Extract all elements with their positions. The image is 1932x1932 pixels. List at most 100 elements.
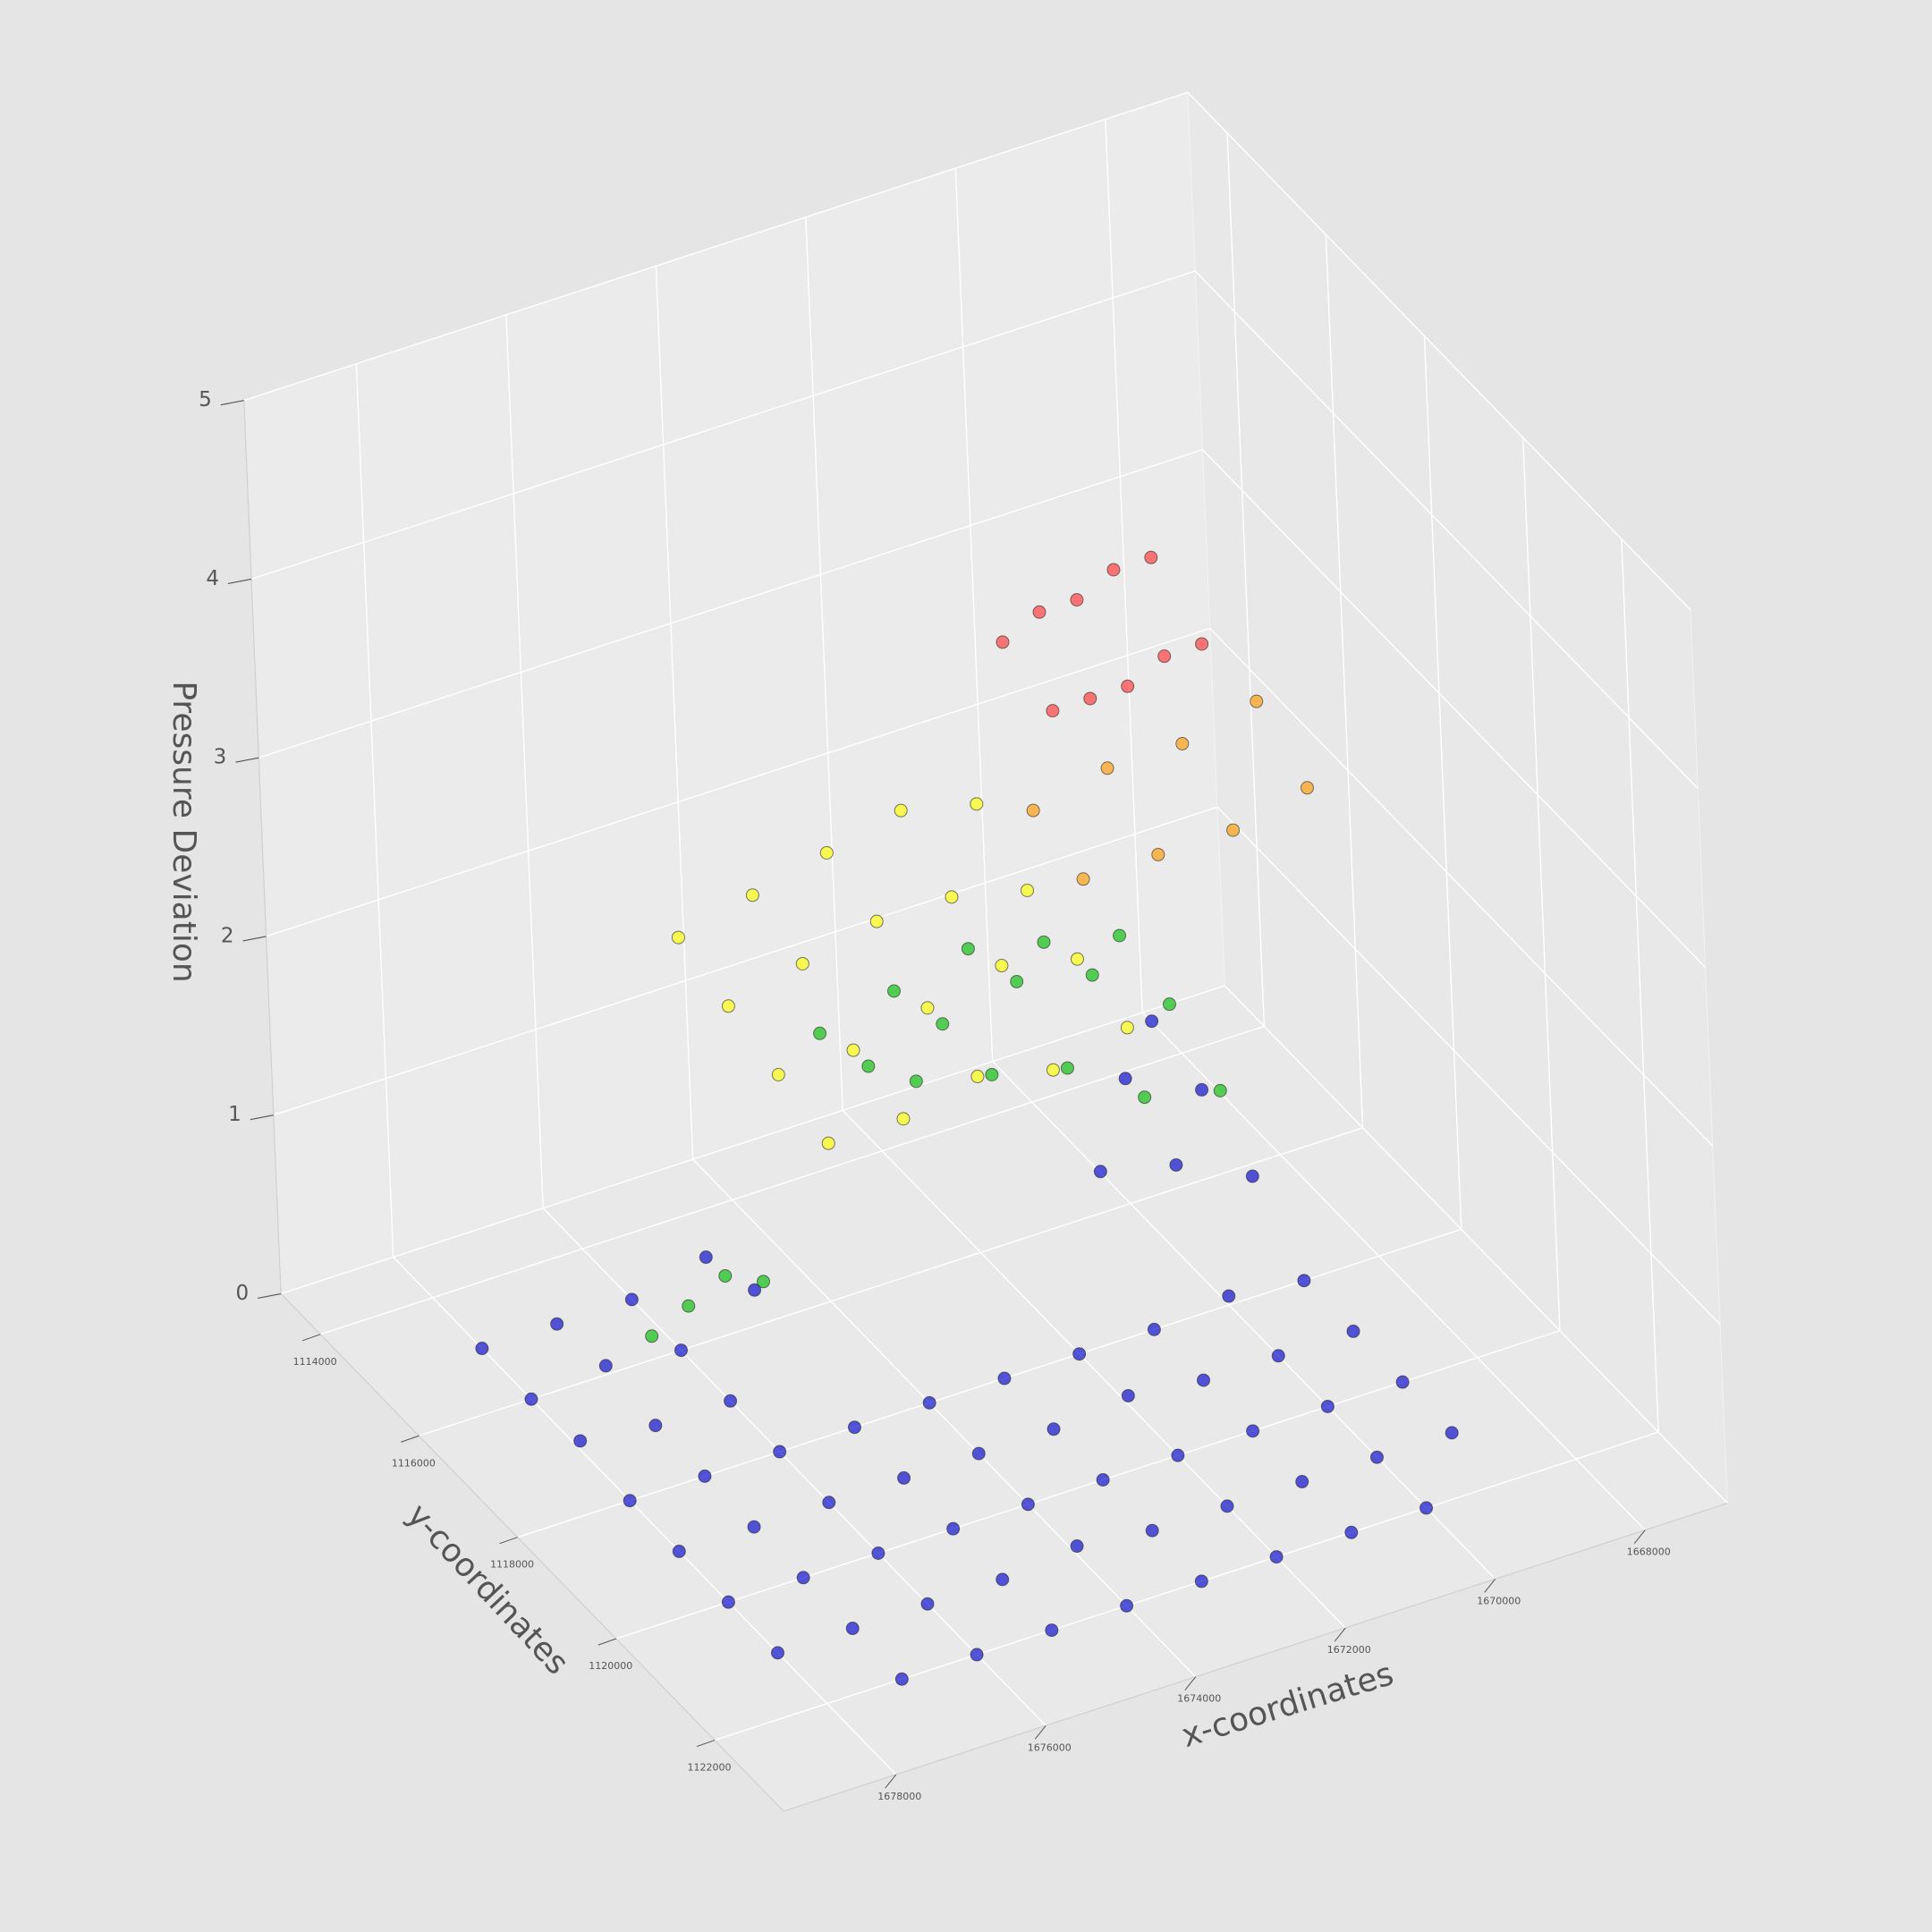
node [718, 1268, 733, 1283]
grid-line [393, 1256, 897, 1775]
node [936, 1017, 950, 1031]
x-tick [1633, 1530, 1646, 1544]
node [773, 1445, 787, 1459]
node [1157, 649, 1172, 664]
node [747, 1520, 761, 1534]
node [573, 1434, 588, 1448]
z-tick-label: 0 [235, 1282, 249, 1305]
node [671, 930, 685, 945]
node [869, 914, 884, 928]
grid-line [1226, 132, 1266, 1027]
grid-line [1141, 1012, 1646, 1531]
node [672, 1544, 686, 1558]
node [699, 1250, 713, 1265]
node [745, 888, 759, 902]
node [996, 1572, 1010, 1587]
grid-line [992, 1061, 1496, 1580]
grid-line [1105, 119, 1143, 1013]
node [1093, 1165, 1107, 1179]
node [1222, 1289, 1236, 1303]
node [896, 1112, 911, 1126]
x-tick-label: 1676000 [1028, 1741, 1072, 1753]
grid-line [542, 1208, 1046, 1726]
node [1144, 550, 1158, 564]
node [822, 1496, 836, 1510]
node [721, 999, 735, 1013]
node [550, 1317, 564, 1331]
node [1046, 1422, 1061, 1436]
node [1250, 694, 1264, 708]
node [1138, 1090, 1152, 1105]
node [813, 1026, 827, 1040]
node [1162, 997, 1176, 1012]
grid-line [842, 1109, 1346, 1629]
node [1037, 935, 1051, 949]
z-tick [257, 1292, 282, 1300]
node [845, 1622, 860, 1636]
x-tick [1034, 1725, 1046, 1740]
grid-line [1201, 449, 1707, 968]
node [1175, 736, 1190, 750]
axis-line [783, 1503, 1728, 1812]
x-tick-label: 1674000 [1177, 1693, 1221, 1705]
node [796, 1571, 810, 1585]
node [1226, 823, 1241, 837]
node [1445, 1426, 1459, 1440]
node [909, 1074, 923, 1089]
grid-line [1423, 335, 1462, 1230]
node [1169, 1157, 1183, 1172]
grid-line [250, 270, 1196, 580]
node [1120, 1021, 1134, 1035]
node [756, 1275, 770, 1289]
node [1021, 883, 1035, 897]
node [1145, 1014, 1159, 1029]
node [846, 1043, 860, 1057]
node [1100, 761, 1114, 775]
node [1269, 1550, 1284, 1564]
node [1419, 1501, 1434, 1515]
grid-line [243, 91, 1189, 402]
node [997, 1371, 1012, 1385]
node [961, 942, 975, 956]
z-tick-label: 1 [228, 1103, 242, 1126]
node [475, 1342, 489, 1356]
node [1046, 1063, 1060, 1077]
node [1194, 1574, 1208, 1589]
node [894, 803, 908, 818]
z-axis-label: Pressure Deviation [165, 681, 202, 982]
y-tick [301, 1334, 321, 1342]
node [897, 1470, 911, 1485]
node [819, 845, 834, 860]
grid-line [805, 216, 843, 1111]
node [996, 635, 1010, 649]
node [724, 1394, 738, 1408]
node [1118, 1072, 1132, 1086]
node [1213, 1083, 1227, 1097]
node [886, 984, 901, 998]
node [1346, 1324, 1360, 1338]
grid-line [505, 315, 544, 1208]
z-tick-label: 2 [221, 924, 234, 947]
node [1245, 1169, 1259, 1183]
node [1070, 593, 1084, 607]
z-tick-label: 3 [214, 746, 227, 769]
node [1271, 1349, 1285, 1363]
grid-line [1325, 234, 1364, 1128]
node [770, 1646, 784, 1660]
node [970, 1648, 984, 1662]
y-tick [597, 1638, 616, 1646]
node [1070, 952, 1084, 966]
x-tick-label: 1670000 [1477, 1595, 1521, 1606]
node [922, 1395, 936, 1410]
grid-line [1621, 538, 1659, 1433]
z-tick-label: 5 [199, 388, 212, 411]
grid-line [1187, 91, 1691, 611]
node [970, 797, 984, 811]
node [894, 1672, 909, 1686]
node [748, 1283, 762, 1297]
node [920, 1597, 935, 1611]
node [1246, 1424, 1260, 1438]
grid-line [419, 1127, 1363, 1436]
